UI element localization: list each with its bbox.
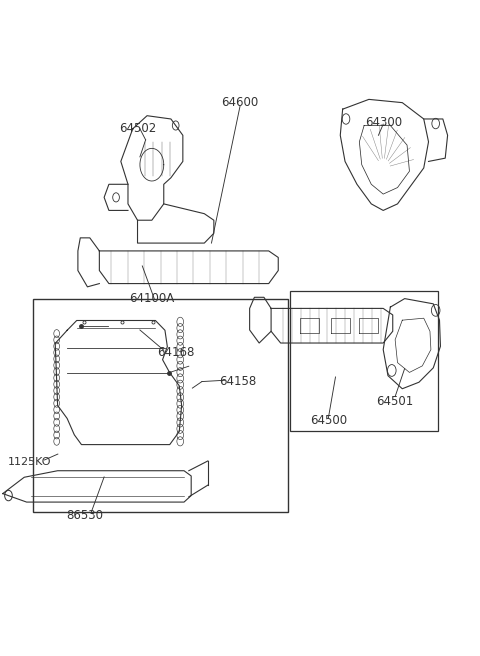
Text: 86530: 86530 xyxy=(67,509,104,522)
Bar xyxy=(290,291,438,431)
Text: 64500: 64500 xyxy=(310,414,347,427)
Text: 64300: 64300 xyxy=(365,115,402,129)
Text: 64100A: 64100A xyxy=(129,292,174,305)
Text: 64158: 64158 xyxy=(219,375,256,388)
Text: 64501: 64501 xyxy=(376,395,414,407)
Text: 1125KO: 1125KO xyxy=(8,457,51,467)
Text: 64502: 64502 xyxy=(119,122,156,135)
Text: 64168: 64168 xyxy=(157,346,194,359)
Bar xyxy=(33,298,288,512)
Text: 64600: 64600 xyxy=(221,96,259,109)
